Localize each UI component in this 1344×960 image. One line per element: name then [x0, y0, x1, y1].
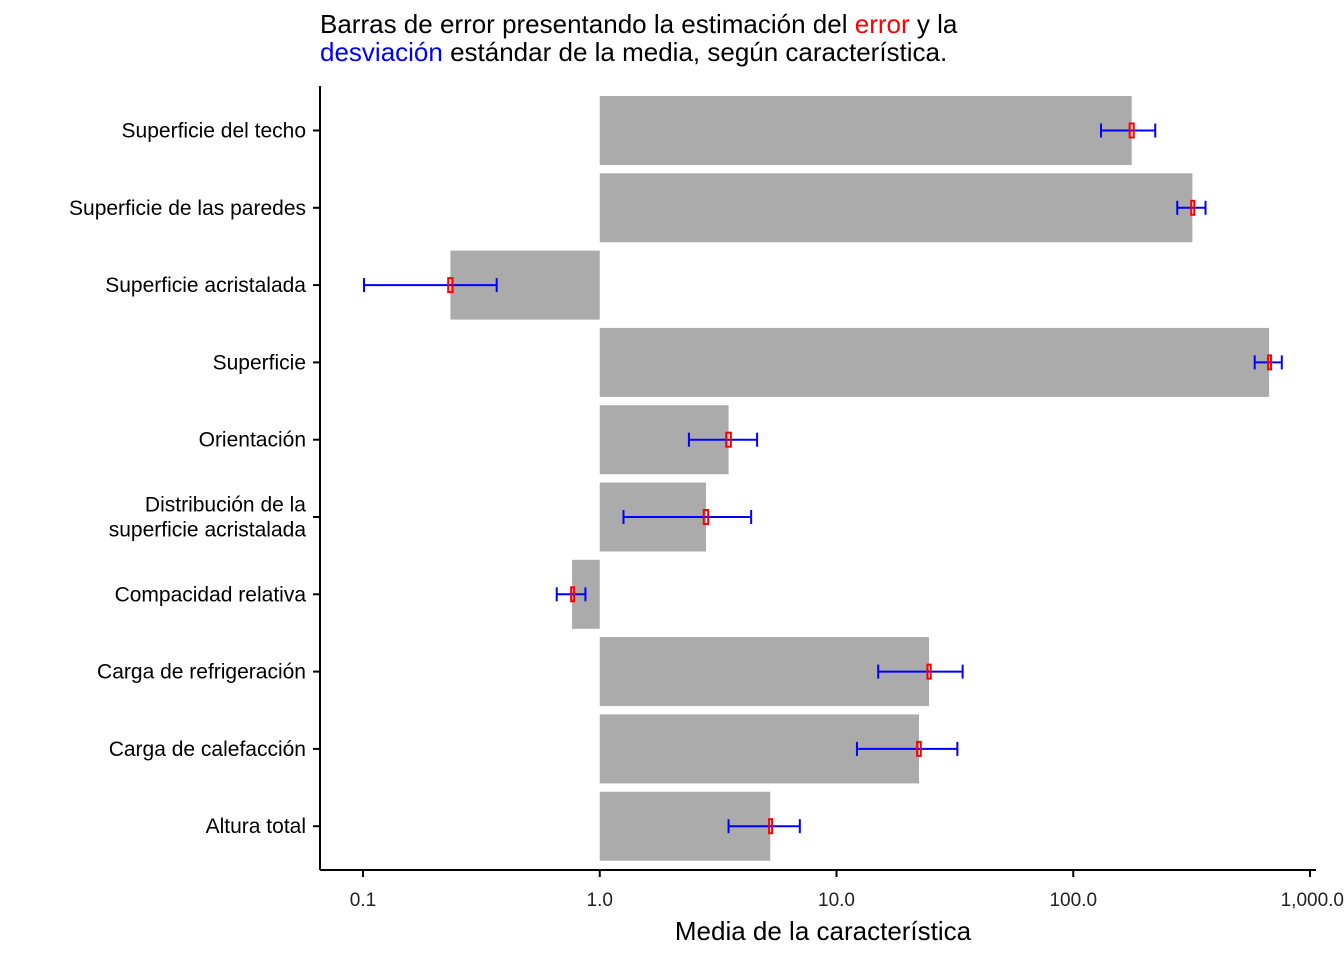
y-tick-label: Superficie acristalada: [105, 274, 306, 297]
x-tick-label: 1,000.0: [1281, 890, 1344, 911]
title-part-3: estándar de la media, según característi…: [442, 37, 948, 67]
x-tick-label: 0.1: [350, 890, 376, 911]
bar-superficie: [599, 327, 1270, 397]
se-errorbar-orientacion: [725, 431, 732, 448]
se-errorbar-altura-total: [768, 818, 774, 835]
se-errorbar-superficie-del-techo: [1128, 122, 1135, 139]
x-tick-label: 1.0: [587, 890, 613, 911]
y-tick-label: Superficie del techo: [122, 120, 306, 143]
se-errorbar-superficie: [1267, 354, 1273, 371]
bar-carga-de-refrigeracion: [599, 637, 930, 707]
chart-title-line-1: Barras de error presentando la estimació…: [320, 10, 957, 38]
y-tick-label: Compacidad relativa: [115, 583, 307, 606]
bars-layer: [450, 96, 1270, 861]
x-tick-label: 10.0: [818, 890, 855, 911]
y-tick-label: Orientación: [199, 429, 306, 452]
errorbars-layer: [363, 122, 1283, 835]
x-axis: 0.1 1.0 10.0 100.0 1,000.0: [320, 869, 1344, 911]
se-errorbar-distribucion-de-la-superficie-acristalada: [702, 509, 710, 525]
title-part-2: y la: [909, 9, 958, 39]
se-errorbar-compacidad-relativa: [570, 586, 576, 603]
se-errorbar-superficie-de-las-paredes: [1190, 199, 1196, 216]
y-tick-label: Altura total: [206, 815, 306, 838]
chart-title: Barras de error presentando la estimació…: [320, 10, 957, 66]
se-errorbar-carga-de-refrigeracion: [926, 663, 932, 680]
se-errorbar-carga-de-calefaccion: [916, 740, 922, 757]
y-tick-label: Carga de refrigeración: [97, 661, 306, 684]
y-tick-label: Distribución de la: [145, 494, 306, 517]
y-tick-label: superficie acristalada: [109, 519, 307, 542]
x-tick-label: 100.0: [1049, 890, 1097, 911]
y-tick-label: Carga de calefacción: [109, 738, 306, 761]
y-tick-label: Superficie: [213, 351, 306, 374]
chart-title-line-2: desviación estándar de la media, según c…: [320, 38, 957, 66]
title-desviacion-word: desviación: [320, 37, 443, 67]
bar-superficie-del-techo: [599, 96, 1132, 165]
title-error-word: error: [854, 9, 910, 39]
title-part-1: Barras de error presentando la estimació…: [320, 9, 855, 39]
se-errorbar-superficie-acristalada: [447, 277, 454, 294]
bar-superficie-de-las-paredes: [599, 173, 1193, 243]
y-axis: Superficie del techo Superficie de las pa…: [69, 86, 321, 870]
y-tick-label: Superficie de las paredes: [69, 197, 306, 220]
x-axis-title: Media de la característica: [675, 916, 972, 946]
